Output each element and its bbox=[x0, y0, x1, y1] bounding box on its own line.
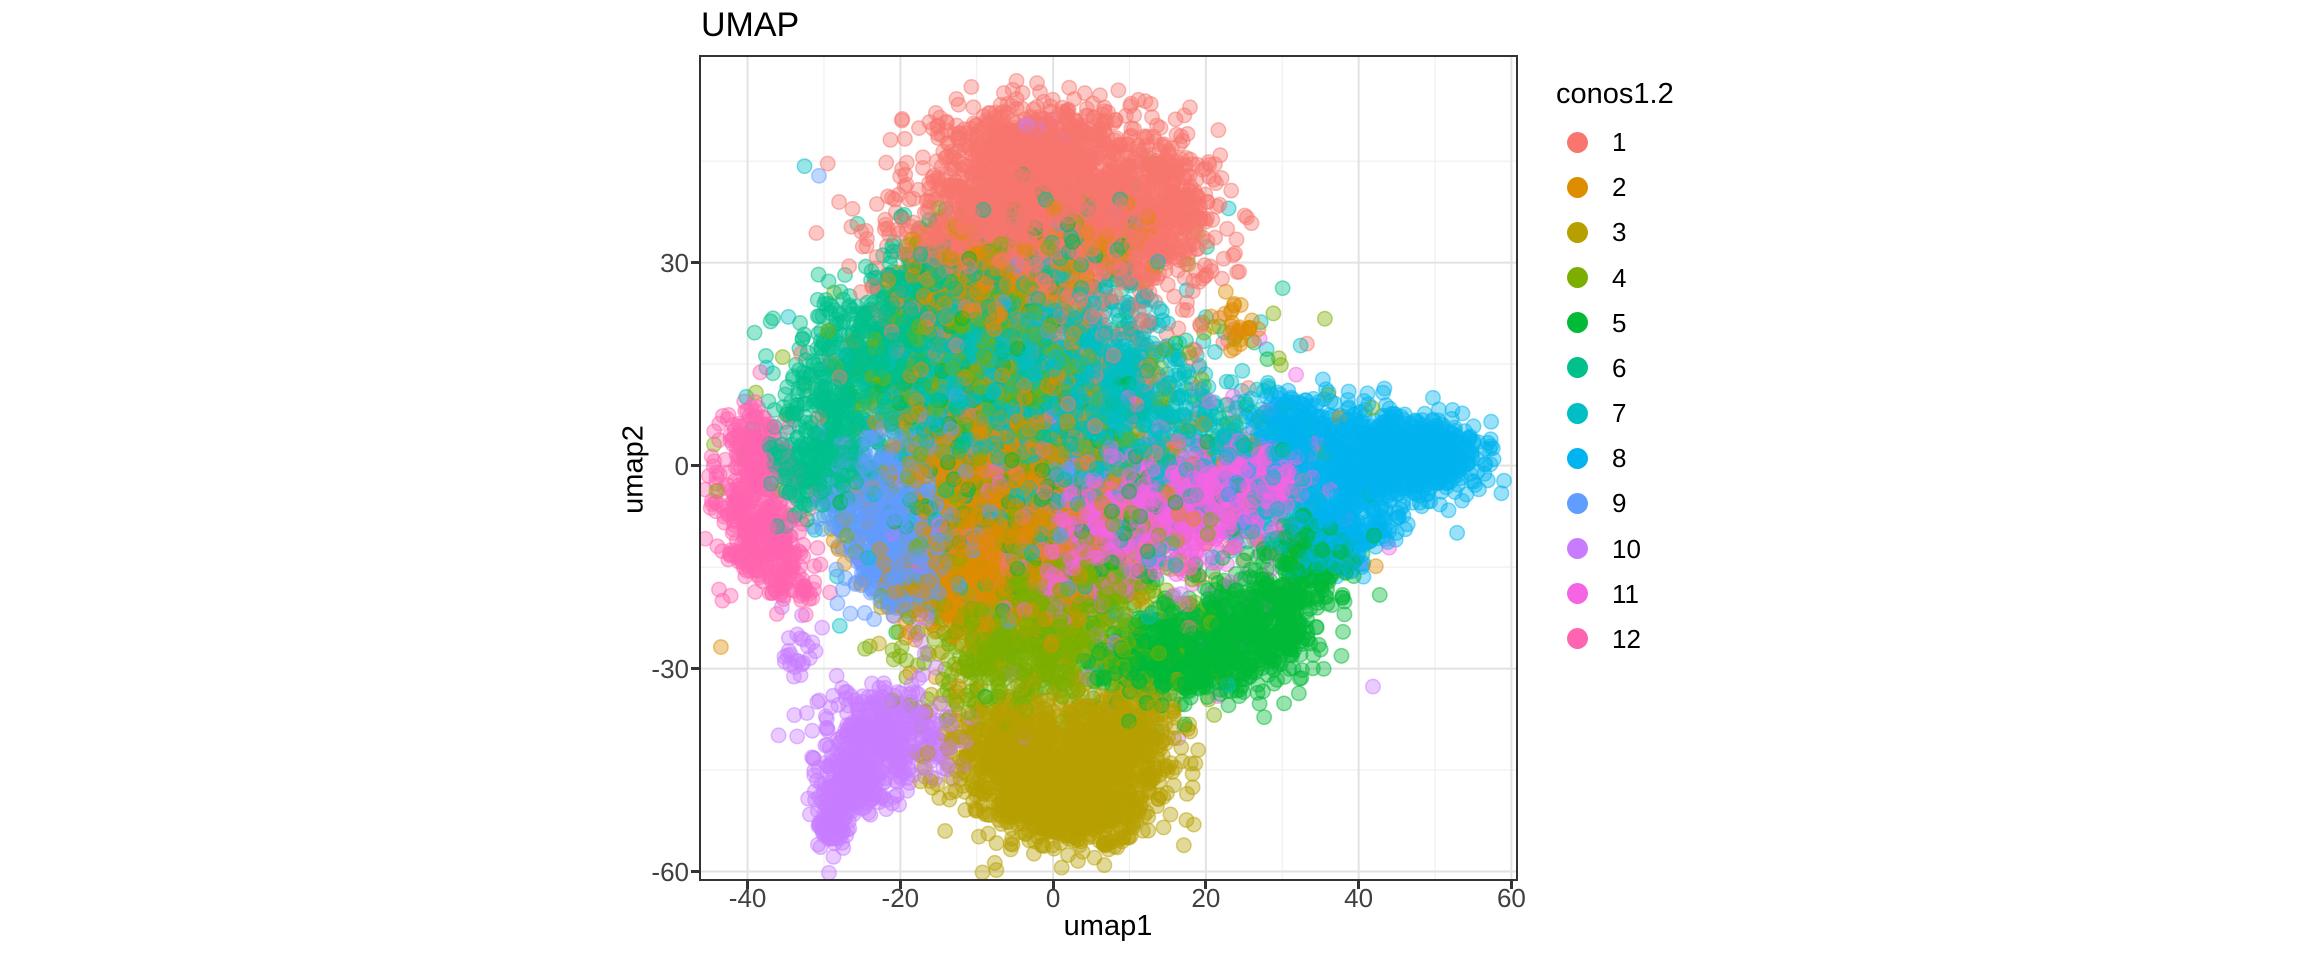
x-tick-mark bbox=[898, 881, 902, 889]
legend-item-label: 9 bbox=[1612, 488, 1627, 519]
legend-dot-icon bbox=[1567, 583, 1588, 605]
legend-dot-icon bbox=[1567, 176, 1588, 198]
legend-item: 6 bbox=[1567, 352, 1627, 383]
legend-dot-icon bbox=[1567, 357, 1588, 379]
legend-item-label: 11 bbox=[1612, 578, 1639, 609]
legend-item: 7 bbox=[1567, 398, 1627, 429]
legend-dot-icon bbox=[1567, 312, 1588, 334]
scatter-canvas bbox=[701, 57, 1516, 879]
x-tick-label: 40 bbox=[1344, 883, 1374, 913]
legend-item-label: 2 bbox=[1612, 172, 1627, 203]
legend-dot-icon bbox=[1567, 221, 1588, 243]
legend-item: 4 bbox=[1567, 262, 1627, 293]
y-tick-label: -30 bbox=[651, 653, 689, 684]
plot-panel bbox=[699, 55, 1518, 881]
x-tick-mark bbox=[1204, 881, 1208, 889]
legend-dot-icon bbox=[1567, 131, 1588, 153]
legend-dot-icon bbox=[1567, 447, 1588, 469]
x-tick-label: -20 bbox=[881, 883, 920, 913]
y-tick-mark bbox=[691, 870, 699, 874]
legend-item: 3 bbox=[1567, 217, 1627, 248]
y-tick-label: 30 bbox=[660, 247, 689, 278]
legend-item: 9 bbox=[1567, 488, 1627, 519]
legend-item: 8 bbox=[1567, 443, 1627, 474]
legend-item: 1 bbox=[1567, 127, 1627, 157]
x-tick-label: -40 bbox=[728, 883, 767, 913]
x-tick-mark bbox=[1357, 881, 1361, 889]
legend-dot-icon bbox=[1567, 267, 1588, 289]
legend-item: 12 bbox=[1567, 623, 1641, 654]
x-tick-label: 60 bbox=[1496, 883, 1526, 913]
y-axis-title: umap2 bbox=[617, 425, 650, 514]
plot-title: UMAP bbox=[701, 6, 800, 44]
legend-item: 5 bbox=[1567, 307, 1627, 338]
legend-item-label: 12 bbox=[1612, 623, 1641, 654]
legend-item-label: 7 bbox=[1612, 398, 1627, 429]
x-axis-title: umap1 bbox=[1063, 910, 1153, 942]
legend-dot-icon bbox=[1567, 402, 1588, 424]
legend-item-label: 10 bbox=[1612, 533, 1641, 564]
y-tick-label: 0 bbox=[674, 450, 689, 481]
x-tick-mark bbox=[746, 881, 750, 889]
legend-dot-icon bbox=[1567, 538, 1588, 560]
legend-item-label: 3 bbox=[1612, 217, 1627, 248]
x-tick-label: 0 bbox=[1045, 883, 1061, 913]
y-tick-mark bbox=[691, 667, 699, 671]
y-tick-label: -60 bbox=[651, 856, 689, 887]
legend-item: 2 bbox=[1567, 172, 1627, 203]
legend-item-label: 4 bbox=[1612, 262, 1627, 293]
legend-item-label: 8 bbox=[1612, 443, 1627, 474]
legend-item-label: 1 bbox=[1612, 127, 1627, 157]
y-tick-mark bbox=[691, 464, 699, 468]
legend-dot-icon bbox=[1567, 492, 1588, 514]
x-tick-mark bbox=[1509, 881, 1513, 889]
legend-item: 11 bbox=[1567, 578, 1639, 609]
x-tick-mark bbox=[1051, 881, 1055, 889]
legend-item-label: 5 bbox=[1612, 307, 1627, 338]
legend-item: 10 bbox=[1567, 533, 1641, 564]
x-tick-label: 20 bbox=[1191, 883, 1221, 913]
legend-item-label: 6 bbox=[1612, 352, 1627, 383]
y-tick-mark bbox=[691, 261, 699, 265]
legend-title: conos1.2 bbox=[1556, 78, 1674, 110]
legend-dot-icon bbox=[1567, 628, 1588, 650]
